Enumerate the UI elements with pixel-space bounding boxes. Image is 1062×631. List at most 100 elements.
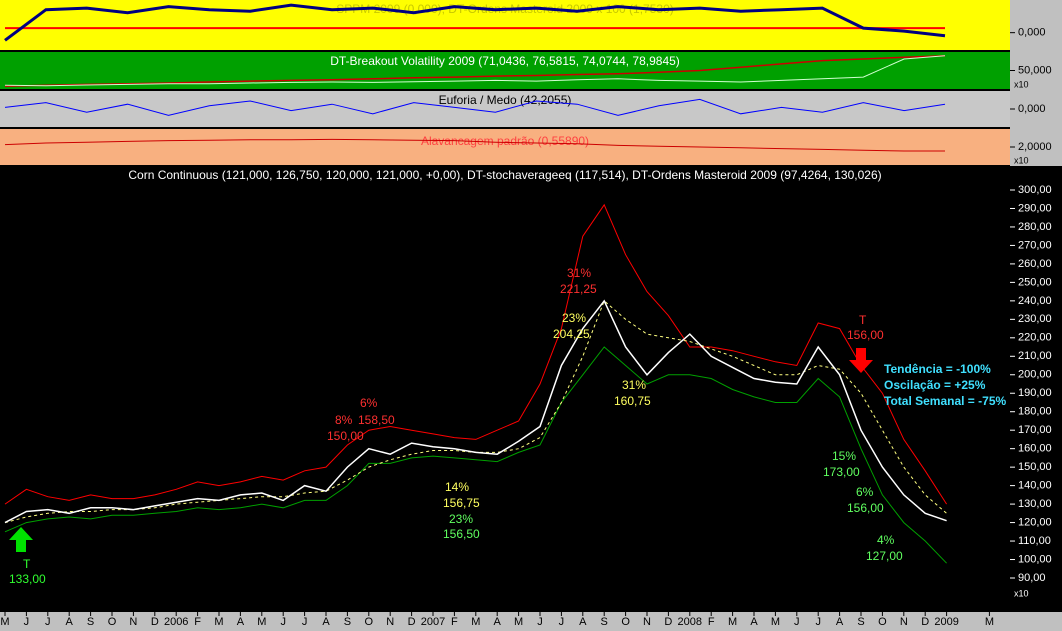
series-line: [4, 138, 945, 152]
y-tick-label: 0,000: [1018, 103, 1046, 115]
series-line: [4, 203, 948, 505]
x-tick-label: A: [237, 616, 245, 628]
annotation: 204,25: [553, 327, 590, 341]
unit-label: x10: [1014, 588, 1029, 598]
y-tick-label: 230,00: [1018, 313, 1052, 325]
annotation: 4%: [877, 533, 895, 547]
annotation: 150,00: [327, 429, 364, 443]
panel-bg: [0, 129, 1010, 165]
panel-title: DT-Breakout Volatility 2009 (71,0436, 76…: [330, 54, 680, 68]
x-tick-label: O: [878, 616, 887, 628]
x-tick-label: N: [643, 616, 651, 628]
x-tick-label: J: [794, 616, 800, 628]
x-tick-label: A: [322, 616, 330, 628]
y-tick-label: 170,00: [1018, 424, 1052, 436]
annotation: 133,00: [9, 572, 46, 586]
series-line: [4, 98, 946, 116]
y-tick-label: 2,0000: [1018, 141, 1052, 153]
series-line: [4, 299, 947, 524]
y-tick-label: 120,00: [1018, 516, 1052, 528]
x-tick-label: S: [87, 616, 94, 628]
annotation: 23%: [449, 512, 473, 526]
x-tick-label: 2008: [678, 616, 702, 628]
x-tick-label: N: [900, 616, 908, 628]
x-tick-label: J: [24, 616, 30, 628]
y-tick-label: 250,00: [1018, 276, 1052, 288]
x-tick-label: J: [45, 616, 51, 628]
annotation: 127,00: [866, 549, 903, 563]
sell-arrow: [849, 348, 873, 373]
y-tick-label: 110,00: [1018, 535, 1051, 547]
x-tick-label: J: [537, 616, 543, 628]
x-tick-label: S: [857, 616, 864, 628]
y-tick-label: 180,00: [1018, 406, 1052, 418]
y-tick-label: 50,000: [1018, 64, 1052, 76]
y-tick-label: 240,00: [1018, 295, 1052, 307]
y-tick-label: 160,00: [1018, 443, 1052, 455]
series-line: [4, 55, 946, 87]
annotation: 23%: [562, 311, 586, 325]
annotation: 14%: [445, 480, 469, 494]
panel-bg: [0, 91, 1010, 127]
annotation: 6%: [856, 485, 874, 499]
unit-label: x10: [1014, 79, 1029, 89]
annotation: 156,00: [847, 328, 884, 342]
annotation: 158,50: [358, 413, 395, 427]
annotation: T: [23, 557, 31, 571]
buy-arrow: [9, 527, 33, 552]
y-tick-label: 200,00: [1018, 369, 1052, 381]
y-tick-label: 280,00: [1018, 221, 1052, 233]
x-tick-label: N: [386, 616, 394, 628]
x-tick-label: M: [514, 616, 523, 628]
x-tick-label: J: [302, 616, 308, 628]
y-tick-label: 140,00: [1018, 480, 1052, 492]
annotation: Oscilação = +25%: [884, 378, 986, 392]
x-tick-label: M: [471, 616, 480, 628]
x-tick-label: J: [559, 616, 565, 628]
series-line: [4, 300, 947, 524]
x-tick-label: M: [985, 616, 994, 628]
x-tick-label: A: [836, 616, 844, 628]
x-tick-label: S: [344, 616, 351, 628]
panel-title: Euforia / Medo (42,2055): [439, 93, 572, 107]
annotation: 15%: [832, 449, 856, 463]
x-tick-label: D: [151, 616, 159, 628]
x-tick-label: S: [601, 616, 608, 628]
annotation: Tendência = -100%: [884, 362, 991, 376]
x-tick-label: D: [408, 616, 416, 628]
x-tick-label: O: [108, 616, 117, 628]
y-tick-label: 130,00: [1018, 498, 1052, 510]
x-tick-label: O: [365, 616, 374, 628]
annotation: 31%: [622, 378, 646, 392]
y-tick-label: 270,00: [1018, 239, 1052, 251]
y-tick-label: 100,00: [1018, 553, 1052, 565]
x-axis-bg: [0, 612, 1062, 631]
annotation: T: [859, 313, 867, 327]
x-tick-label: F: [451, 616, 458, 628]
annotation: 156,75: [443, 496, 480, 510]
x-tick-label: M: [728, 616, 737, 628]
x-tick-label: M: [257, 616, 266, 628]
panel-title: Alavancagem padrão (0,55890): [421, 134, 589, 148]
unit-label: x10: [1014, 155, 1029, 165]
series-line: [4, 54, 946, 88]
annotation: 173,00: [823, 465, 860, 479]
x-tick-label: J: [280, 616, 286, 628]
y-tick-label: 300,00: [1018, 184, 1052, 196]
annotation: 8%: [335, 413, 353, 427]
y-tick-label: 0,000: [1018, 27, 1046, 39]
annotation: 6%: [360, 396, 378, 410]
y-tick-label: 290,00: [1018, 202, 1052, 214]
y-tick-label: 260,00: [1018, 258, 1052, 270]
x-tick-label: F: [708, 616, 715, 628]
annotation: 156,50: [443, 527, 480, 541]
series-line: [4, 3, 946, 42]
x-tick-label: A: [750, 616, 758, 628]
y-tick-label: 220,00: [1018, 332, 1052, 344]
y-tick-label: 210,00: [1018, 350, 1052, 362]
x-tick-label: M: [214, 616, 223, 628]
x-tick-label: A: [66, 616, 74, 628]
x-tick-label: 2006: [164, 616, 188, 628]
